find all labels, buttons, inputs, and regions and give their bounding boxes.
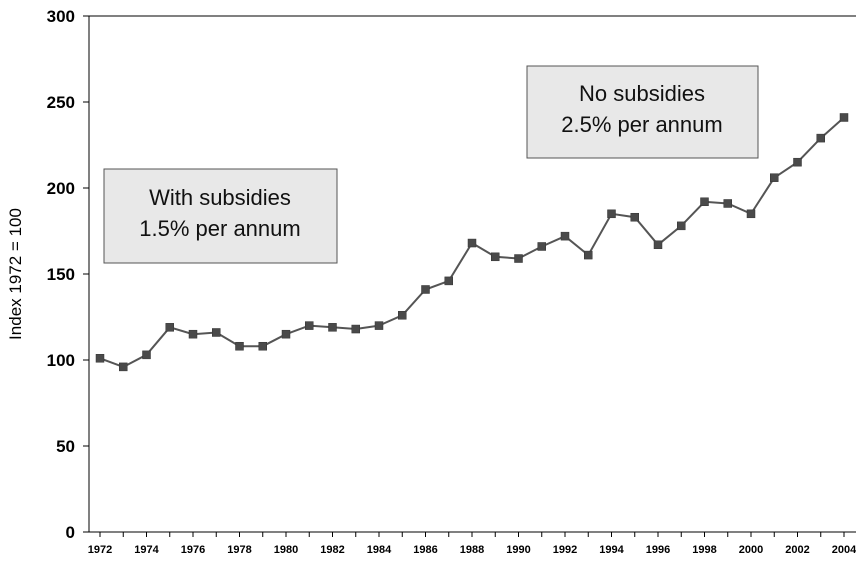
y-tick-label: 100 — [47, 351, 75, 370]
x-tick-label: 1980 — [274, 544, 298, 556]
data-point — [212, 328, 221, 337]
data-point — [281, 329, 291, 339]
data-point — [95, 354, 105, 363]
data-point — [560, 231, 570, 241]
data-point — [188, 329, 198, 339]
data-point — [119, 362, 128, 372]
data-point — [374, 321, 384, 330]
data-point — [607, 209, 616, 219]
data-point — [630, 212, 639, 222]
x-tick-label: 1974 — [134, 544, 159, 556]
data-point — [165, 323, 174, 332]
data-point — [770, 173, 779, 182]
data-point — [351, 324, 360, 334]
data-point — [235, 341, 244, 351]
annotation-with-subsidies: With subsidies 1.5% per annum — [103, 168, 338, 264]
data-point — [584, 250, 593, 260]
data-point — [653, 240, 663, 250]
y-tick-label: 150 — [47, 265, 75, 284]
data-point — [723, 199, 732, 208]
x-tick-label: 2004 — [832, 544, 856, 556]
x-tick-label: 1990 — [506, 544, 530, 556]
x-tick-label: 1994 — [599, 544, 624, 556]
annotation-box — [526, 65, 759, 159]
x-tick-label: 2002 — [785, 544, 809, 556]
x-tick-label: 1998 — [692, 544, 716, 556]
annotation-line: No subsidies — [579, 81, 705, 106]
x-tick-label: 1984 — [367, 544, 392, 556]
data-point — [514, 254, 523, 263]
data-point — [700, 197, 709, 207]
data-point — [491, 252, 500, 262]
markers-group — [95, 113, 849, 372]
x-tick-label: 1982 — [320, 544, 344, 556]
y-tick-label: 300 — [47, 7, 75, 26]
data-point — [816, 133, 825, 143]
y-axis-ticks: 0 50 100 150 200 250 300 — [47, 7, 89, 542]
x-tick-label: 2000 — [739, 544, 763, 556]
data-point — [746, 209, 756, 219]
x-tick-label: 1996 — [646, 544, 670, 556]
y-tick-label: 200 — [47, 179, 75, 198]
y-tick-label: 0 — [66, 523, 75, 542]
data-point — [537, 242, 546, 251]
x-tick-label: 1972 — [88, 544, 112, 556]
data-point — [328, 323, 337, 332]
x-tick-label: 1992 — [553, 544, 577, 556]
data-point — [793, 157, 802, 167]
y-tick-label: 250 — [47, 93, 75, 112]
data-point — [677, 221, 686, 231]
data-point — [467, 238, 477, 248]
y-axis-label: Index 1972 = 100 — [6, 208, 25, 340]
annotation-line: 1.5% per annum — [139, 216, 300, 241]
y-tick-label: 50 — [56, 437, 75, 456]
x-axis-ticks: 1972 1974 1976 1978 1980 1982 1984 1986 1988 1990… — [88, 532, 856, 556]
x-tick-label: 1986 — [413, 544, 437, 556]
x-tick-label: 1988 — [460, 544, 484, 556]
data-point — [421, 285, 430, 294]
data-point — [258, 341, 267, 351]
data-point — [305, 321, 314, 330]
annotation-line: 2.5% per annum — [561, 112, 722, 137]
annotation-line: With subsidies — [149, 185, 291, 210]
x-tick-label: 1976 — [181, 544, 205, 556]
data-point — [142, 350, 151, 360]
data-point — [398, 311, 407, 320]
data-point — [444, 276, 453, 286]
annotation-no-subsidies: No subsidies 2.5% per annum — [526, 65, 759, 159]
annotation-box — [103, 168, 338, 264]
x-tick-label: 1978 — [227, 544, 251, 556]
data-point — [839, 113, 849, 122]
